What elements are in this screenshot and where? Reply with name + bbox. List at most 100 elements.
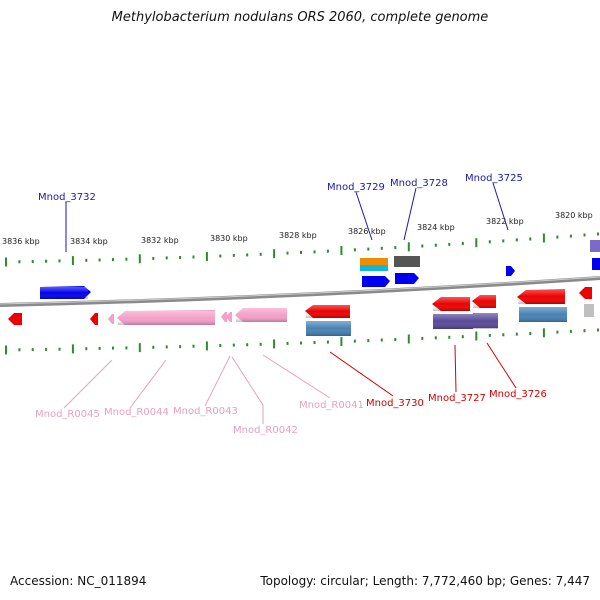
minor-tick <box>125 257 128 261</box>
minor-tick <box>112 346 114 350</box>
gene-block[interactable] <box>584 304 594 317</box>
gene-label[interactable]: Mnod_3729 <box>327 182 385 193</box>
major-tick <box>5 345 7 355</box>
minor-tick <box>380 338 383 342</box>
minor-tick <box>192 344 195 348</box>
minor-tick <box>125 346 128 350</box>
minor-tick <box>529 332 532 335</box>
minor-tick <box>58 259 61 263</box>
gene-arrow[interactable] <box>8 313 22 325</box>
gene-arrow[interactable] <box>506 266 515 276</box>
minor-tick <box>85 258 88 262</box>
minor-tick <box>286 251 289 255</box>
minor-tick <box>461 242 464 245</box>
gene-block[interactable] <box>590 240 600 252</box>
length-label: Length: <box>372 574 419 588</box>
minor-tick <box>219 344 222 347</box>
gene-label[interactable]: Mnod_3725 <box>465 173 523 184</box>
minor-tick <box>597 328 599 332</box>
minor-tick <box>45 259 48 263</box>
gene-block[interactable] <box>394 256 420 267</box>
accession-info: Accession: NC_011894 <box>10 574 146 588</box>
gene-block[interactable] <box>433 314 473 329</box>
minor-tick <box>259 252 262 256</box>
gene-label[interactable]: Mnod_R0045 <box>35 409 100 420</box>
major-tick <box>71 344 74 354</box>
forward-strand-genes <box>40 240 600 299</box>
minor-tick <box>326 340 329 344</box>
scale-label: 3826 kbp <box>348 227 386 236</box>
gene-arrow[interactable] <box>395 273 419 284</box>
minor-tick <box>232 253 235 257</box>
gene-block[interactable] <box>306 321 351 336</box>
gene-arrow[interactable] <box>579 287 592 299</box>
gene-label[interactable]: Mnod_3726 <box>489 389 547 400</box>
gene-label[interactable]: Mnod_R0044 <box>104 407 169 418</box>
minor-tick <box>394 246 397 250</box>
minor-tick <box>583 233 586 237</box>
genome-backbone <box>0 276 600 307</box>
gene-arrow[interactable] <box>90 313 98 325</box>
major-tick <box>340 246 343 255</box>
gene-arrow[interactable] <box>235 308 287 322</box>
gene-arrow[interactable] <box>40 286 91 299</box>
minor-tick <box>502 239 505 243</box>
gene-arrow[interactable] <box>362 276 390 287</box>
gene-label[interactable]: Mnod_3732 <box>38 192 96 203</box>
gene-label[interactable]: Mnod_3728 <box>390 178 448 189</box>
major-tick <box>138 254 141 264</box>
minor-tick <box>394 338 397 341</box>
minor-tick <box>583 329 586 333</box>
gene-arrow[interactable] <box>226 312 232 322</box>
minor-tick <box>448 335 451 339</box>
minor-tick <box>461 335 464 339</box>
scale-label: 3820 kbp <box>555 211 593 220</box>
gene-label[interactable]: Mnod_R0043 <box>173 406 238 417</box>
inner-tick-track <box>5 328 599 355</box>
gene-block[interactable] <box>360 258 388 265</box>
minor-tick <box>179 256 182 259</box>
minor-tick <box>313 341 316 344</box>
gene-label[interactable]: Mnod_R0041 <box>299 400 364 411</box>
minor-tick <box>246 253 249 257</box>
minor-tick <box>569 234 572 238</box>
gene-block[interactable] <box>519 307 567 322</box>
scale-label: 3834 kbp <box>70 237 108 246</box>
major-tick <box>475 238 478 248</box>
minor-tick <box>152 345 155 349</box>
minor-tick <box>232 343 235 347</box>
genes-label: Genes: <box>509 574 552 588</box>
major-tick <box>542 233 545 243</box>
minor-tick <box>515 238 518 242</box>
gene-arrow[interactable] <box>305 305 350 318</box>
minor-tick <box>246 343 249 347</box>
major-tick <box>273 249 276 259</box>
minor-tick <box>353 339 356 343</box>
minor-tick <box>556 235 559 239</box>
gene-block[interactable] <box>473 313 498 328</box>
gene-block[interactable] <box>360 265 388 271</box>
gene-arrow[interactable] <box>432 297 470 311</box>
minor-tick <box>165 345 168 349</box>
minor-tick <box>421 336 424 340</box>
minor-tick <box>179 345 182 349</box>
major-tick <box>138 343 141 353</box>
minor-tick <box>556 330 559 334</box>
minor-tick <box>529 237 532 241</box>
gene-label[interactable]: Mnod_R0042 <box>233 425 298 436</box>
gene-arrow[interactable] <box>472 295 496 308</box>
minor-tick <box>300 251 302 254</box>
scale-label: 3832 kbp <box>141 236 179 245</box>
gene-arrow[interactable] <box>108 314 114 324</box>
gene-arrow[interactable] <box>517 289 565 304</box>
gene-arrow[interactable] <box>117 310 215 325</box>
accession-value: NC_011894 <box>77 574 147 588</box>
gene-arrow[interactable] <box>221 312 227 322</box>
minor-tick <box>98 346 101 350</box>
gene-block[interactable] <box>592 258 600 270</box>
minor-tick <box>367 339 370 343</box>
minor-tick <box>569 329 572 333</box>
gene-label[interactable]: Mnod_3727 <box>428 393 486 404</box>
gene-label[interactable]: Mnod_3730 <box>366 398 424 409</box>
